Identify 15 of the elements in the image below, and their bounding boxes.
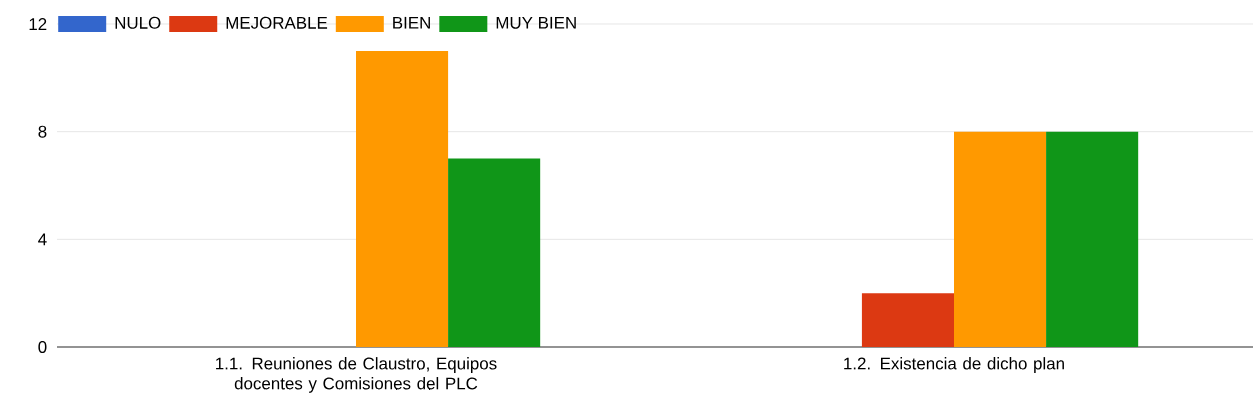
legend-label: NULO: [115, 16, 161, 29]
y-tick-label: 4: [38, 233, 47, 246]
legend-label: BIEN: [393, 16, 430, 29]
y-tick-label: 0: [38, 341, 47, 353]
x-tick-label: 1.1. Reuniones de Claustro, Equipos docentes y Comisiones del PLC: [216, 357, 497, 393]
y-tick-label: 12: [29, 18, 47, 30]
x-tick-label: 1.2. Existencia de dicho plan: [844, 357, 1064, 373]
bar: [356, 50, 449, 347]
y-tick-label: 8: [38, 125, 47, 138]
bar: [1046, 131, 1139, 347]
legend-label: MUY BIEN: [496, 16, 576, 29]
bar: [954, 131, 1047, 347]
bar: [861, 293, 954, 347]
bar: [448, 158, 541, 347]
legend-label: MEJORABLE: [226, 16, 328, 29]
